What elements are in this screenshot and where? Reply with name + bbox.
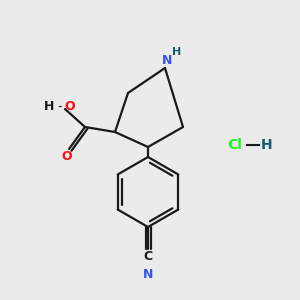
Text: Cl: Cl: [228, 138, 242, 152]
Text: H: H: [172, 47, 182, 57]
Text: C: C: [143, 250, 153, 262]
Text: H: H: [261, 138, 273, 152]
Text: O: O: [62, 151, 72, 164]
Text: -: -: [58, 100, 62, 113]
Text: O: O: [65, 100, 75, 113]
Text: N: N: [143, 268, 153, 281]
Text: H: H: [44, 100, 54, 113]
Text: N: N: [162, 55, 172, 68]
